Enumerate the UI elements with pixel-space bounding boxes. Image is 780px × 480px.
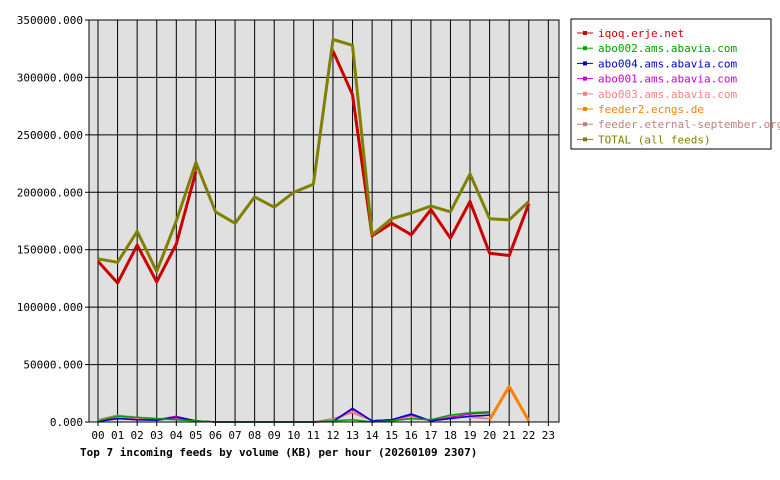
y-tick-label: 250000.000 bbox=[17, 129, 83, 142]
y-tick-label: 50000.000 bbox=[23, 359, 83, 372]
x-tick-label: 04 bbox=[170, 429, 184, 442]
x-tick-label: 16 bbox=[405, 429, 418, 442]
series-line bbox=[97, 38, 530, 273]
x-tick-label: 20 bbox=[483, 429, 496, 442]
legend-marker bbox=[583, 107, 587, 111]
legend-label: TOTAL (all feeds) bbox=[598, 133, 711, 146]
x-tick-label: 10 bbox=[287, 429, 300, 442]
series-line bbox=[331, 50, 531, 257]
y-tick-label: 100000.000 bbox=[17, 301, 83, 314]
x-tick-label: 05 bbox=[189, 429, 202, 442]
legend-marker bbox=[583, 46, 587, 51]
x-axis-ticks: 00 01 02 03 04 05 06 07 08 09 10 11 12 13 14 15 16 17 18 19… bbox=[91, 422, 555, 442]
chart-title: Top 7 incoming feeds by volume (KB) per … bbox=[80, 446, 477, 459]
x-tick-label: 02 bbox=[131, 429, 144, 442]
x-tick-label: 01 bbox=[111, 429, 124, 442]
x-tick-label: 03 bbox=[150, 429, 163, 442]
legend-label: feeder2.ecngs.de bbox=[598, 103, 704, 116]
plot-frame bbox=[88, 19, 560, 423]
plot-background bbox=[89, 20, 559, 422]
x-tick-label: 22 bbox=[522, 429, 535, 442]
x-tick-label: 21 bbox=[503, 429, 516, 442]
legend-marker bbox=[583, 122, 587, 127]
legend-marker bbox=[583, 61, 587, 66]
legend: iqoq.erje.net abo002.ams.abavia.com abo004… bbox=[570, 18, 780, 150]
x-tick-label: 18 bbox=[444, 429, 457, 442]
x-tick-label: 17 bbox=[424, 429, 437, 442]
legend-label: abo004.ams.abavia.com bbox=[598, 57, 737, 70]
x-tick-label: 14 bbox=[365, 429, 379, 442]
y-tick-label: 350000.000 bbox=[17, 14, 83, 27]
x-tick-label: 00 bbox=[91, 429, 104, 442]
x-tick-label: 06 bbox=[209, 429, 222, 442]
y-axis-ticks: 0.000 50000.000 100000.000 150000.000 200000… bbox=[17, 14, 89, 429]
legend-marker bbox=[583, 137, 587, 142]
series-line bbox=[96, 171, 198, 285]
x-tick-label: 15 bbox=[385, 429, 398, 442]
x-tick-label: 11 bbox=[307, 429, 320, 442]
legend-label: abo003.ams.abavia.com bbox=[598, 88, 737, 101]
legend-marker bbox=[583, 76, 587, 81]
legend-marker bbox=[583, 91, 587, 96]
x-tick-label: 07 bbox=[228, 429, 241, 442]
y-tick-label: 150000.000 bbox=[17, 244, 83, 257]
x-tick-label: 08 bbox=[248, 429, 261, 442]
x-tick-label: 12 bbox=[326, 429, 339, 442]
x-tick-label: 09 bbox=[268, 429, 281, 442]
legend-label: iqoq.erje.net bbox=[598, 27, 684, 40]
y-tick-label: 200000.000 bbox=[17, 186, 83, 199]
x-tick-label: 13 bbox=[346, 429, 359, 442]
y-tick-label: 0.000 bbox=[50, 416, 83, 429]
legend-box bbox=[570, 18, 772, 150]
legend-marker bbox=[583, 31, 587, 35]
legend-label: abo002.ams.abavia.com bbox=[598, 42, 737, 55]
x-tick-label: 19 bbox=[463, 429, 476, 442]
y-tick-label: 300000.000 bbox=[17, 71, 83, 84]
legend-label: abo001.ams.abavia.com bbox=[598, 73, 737, 86]
series-line bbox=[488, 384, 531, 422]
legend-label: feeder.eternal-september.org bbox=[598, 118, 780, 131]
x-tick-label: 23 bbox=[542, 429, 555, 442]
